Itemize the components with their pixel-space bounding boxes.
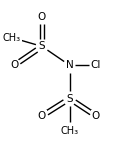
Text: Cl: Cl [91, 60, 101, 70]
Text: O: O [38, 12, 46, 22]
Text: S: S [39, 41, 45, 51]
Text: CH₃: CH₃ [60, 126, 79, 135]
Text: S: S [66, 94, 73, 104]
Text: O: O [92, 111, 100, 121]
Text: CH₃: CH₃ [3, 33, 21, 43]
Text: O: O [38, 111, 46, 121]
Text: O: O [10, 60, 18, 70]
Text: N: N [66, 60, 73, 70]
